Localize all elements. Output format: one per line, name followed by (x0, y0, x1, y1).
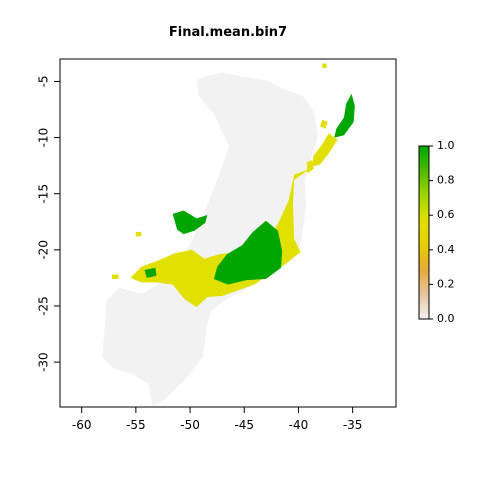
y-tick-label: -10 (37, 128, 51, 148)
colorbar-legend: 0.0 0.2 0.4 0.6 0.8 1.0 (418, 139, 455, 325)
colorbar-tick-label: 1.0 (437, 139, 455, 152)
map-regions (102, 63, 355, 406)
y-axis: -5 -10 -15 -20 -25 -30 (37, 75, 60, 372)
map-region-5 (144, 267, 157, 278)
colorbar-tick-label: 0.4 (437, 243, 455, 256)
y-tick-label: -25 (37, 296, 51, 316)
y-tick-label: -5 (37, 75, 51, 87)
x-tick-label: -35 (343, 418, 363, 432)
x-tick-label: -60 (72, 418, 92, 432)
colorbar-tick-label: 0.0 (437, 312, 455, 325)
colorbar-ticks: 0.0 0.2 0.4 0.6 0.8 1.0 (429, 139, 455, 325)
map-region-9 (322, 63, 327, 68)
y-tick-label: -20 (37, 240, 51, 260)
colorbar-gradient (418, 145, 430, 320)
map-region-2 (213, 220, 283, 285)
y-tick-label: -15 (37, 184, 51, 204)
y-tick-label: -30 (37, 352, 51, 372)
map-region-8 (320, 119, 328, 129)
map-region-7 (307, 160, 314, 174)
x-tick-label: -45 (234, 418, 254, 432)
plot-frame (59, 58, 397, 408)
colorbar-tick-label: 0.2 (437, 277, 455, 290)
x-axis: -60 -55 -50 -45 -40 -35 (72, 407, 363, 432)
map-region-11 (135, 231, 142, 237)
x-tick-label: -40 (289, 418, 309, 432)
colorbar-tick-label: 0.8 (437, 174, 455, 187)
map-region-10 (112, 274, 119, 279)
map-region-0 (102, 72, 318, 406)
map-region-6 (311, 133, 338, 167)
x-tick-label: -55 (126, 418, 146, 432)
colorbar-tick-label: 0.6 (437, 208, 455, 221)
map-region-3 (334, 93, 355, 138)
map-region-4 (172, 210, 208, 235)
x-tick-label: -50 (180, 418, 200, 432)
map-title: Final.mean.bin7 (169, 25, 287, 40)
